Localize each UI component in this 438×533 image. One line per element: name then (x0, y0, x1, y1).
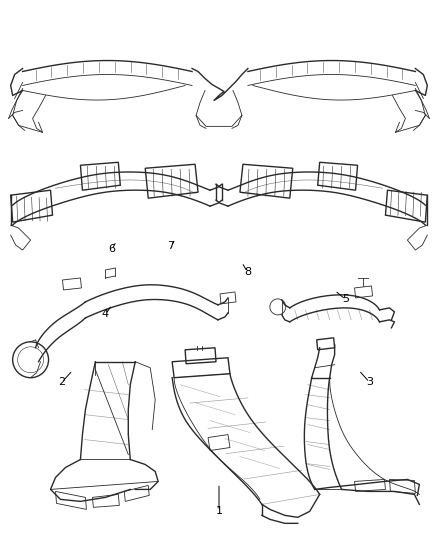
Text: 4: 4 (102, 309, 109, 319)
Text: 3: 3 (366, 377, 373, 387)
Text: 1: 1 (215, 506, 223, 516)
Text: 6: 6 (109, 245, 116, 254)
Text: 2: 2 (58, 377, 65, 387)
Text: 8: 8 (244, 267, 251, 277)
Text: 7: 7 (167, 241, 174, 251)
Text: 5: 5 (342, 294, 349, 304)
